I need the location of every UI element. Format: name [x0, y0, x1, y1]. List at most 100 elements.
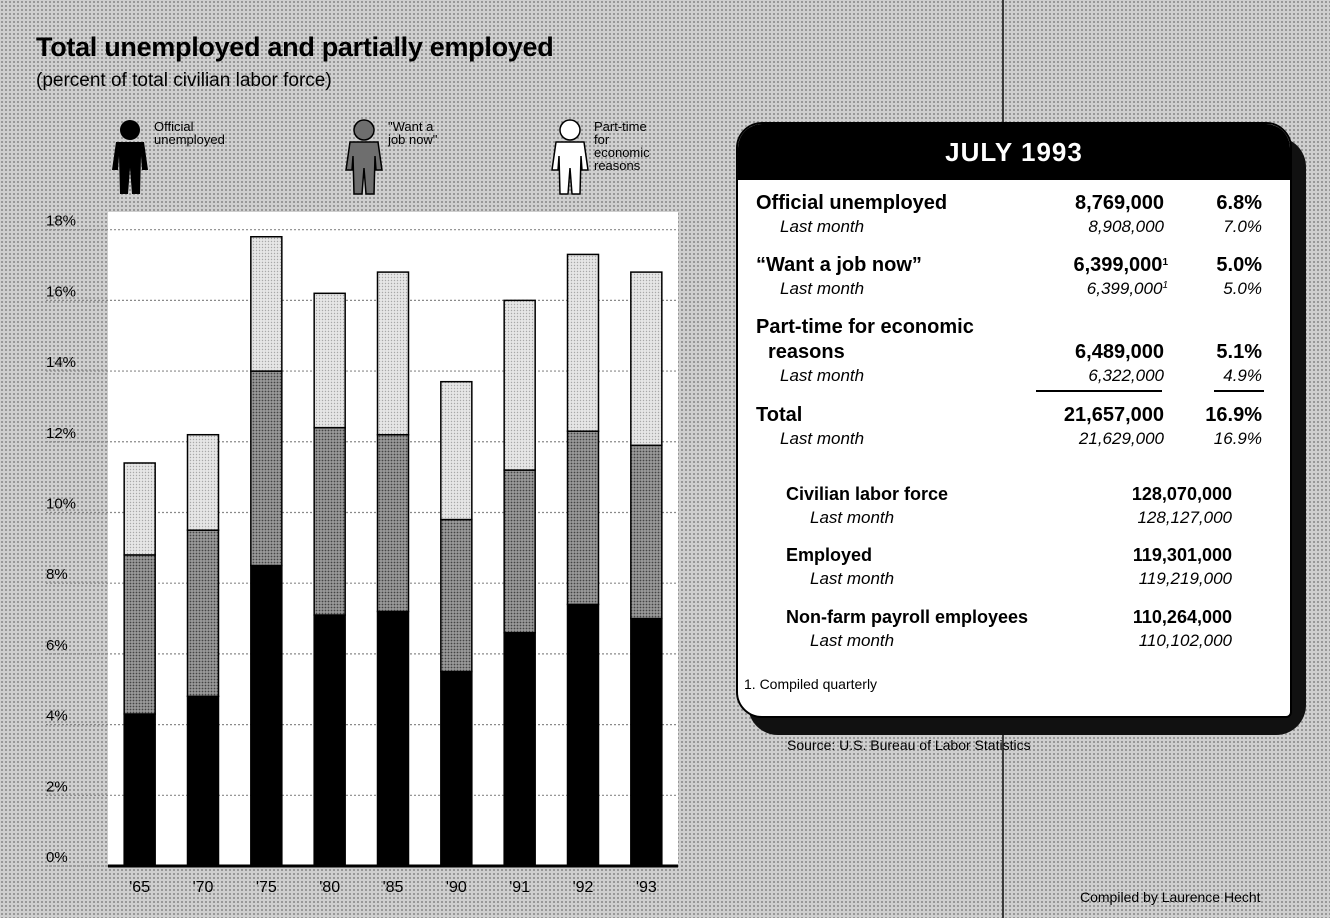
- person-black-icon: [112, 120, 148, 194]
- x-tick-label: '80: [319, 879, 340, 896]
- legend-item-official-unemployed: Official unemployed: [110, 116, 225, 196]
- row-want-job-value: 6,399,0001: [1073, 254, 1168, 276]
- legend-item-want-a-job-now: "Want a job now": [344, 116, 437, 196]
- row-part-time-lastmonth-value: 6,322,000: [1088, 366, 1164, 385]
- bar-segment-official-unemployed: [503, 631, 536, 867]
- credit-note: Compiled by Laurence Hecht: [1080, 889, 1261, 905]
- bar-segment-want-a-job-now: [376, 433, 410, 613]
- bar-segment-want-a-job-now: [440, 518, 473, 673]
- x-tick-label: '90: [446, 879, 467, 896]
- x-tick-label: '65: [129, 879, 150, 896]
- row-official-unemployed-lastmonth-label: Last month: [780, 217, 865, 236]
- row-part-time-pct: 5.1%: [1216, 341, 1262, 363]
- bar-segment-want-a-job-now: [186, 529, 220, 698]
- row-total-lastmonth-pct: 16.9%: [1213, 429, 1262, 448]
- y-tick-label: 2%: [46, 778, 68, 795]
- row-non-farm-payroll-value: 110,264,000: [1132, 607, 1232, 627]
- row-civilian-labor-force-label: Civilian labor force: [786, 484, 949, 504]
- bar-segment-official-unemployed: [313, 614, 346, 867]
- row-part-time-label-line2: reasons: [768, 341, 845, 363]
- july-1993-table: JULY 1993 Official unemployed 8,769,000 …: [736, 122, 1292, 718]
- row-total-lastmonth-value: 21,629,000: [1078, 429, 1164, 448]
- row-want-job-label: “Want a job now”: [756, 254, 922, 276]
- bar-segment-part-time: [376, 271, 410, 436]
- bar-segment-want-a-job-now: [123, 554, 156, 715]
- row-civilian-labor-force-lastmonth-label: Last month: [810, 508, 895, 527]
- bar-segment-want-a-job-now: [503, 469, 536, 634]
- table-header: JULY 1993: [738, 124, 1290, 180]
- row-total-lastmonth-label: Last month: [780, 429, 865, 448]
- row-want-job-pct: 5.0%: [1216, 254, 1262, 276]
- legend-label-official-unemployed: Official unemployed: [154, 119, 225, 147]
- row-total-pct: 16.9%: [1205, 404, 1262, 426]
- y-tick-label: 12%: [46, 425, 76, 442]
- stacked-bar-chart: 0% 2% 4% 6% 8% 10% 12% 14% 16% 18% '65 '70 '75 '80 '8…: [46, 212, 678, 896]
- row-official-unemployed-pct: 6.8%: [1216, 192, 1262, 214]
- bar-segment-official-unemployed: [440, 670, 473, 867]
- row-official-unemployed-value: 8,769,000: [1075, 192, 1164, 214]
- row-non-farm-payroll-label: Non-farm payroll employees: [786, 607, 1029, 627]
- bar-segment-official-unemployed: [376, 610, 410, 867]
- y-tick-label: 16%: [46, 283, 76, 300]
- row-total-label: Total: [756, 404, 803, 426]
- row-part-time-lastmonth-pct: 4.9%: [1223, 366, 1262, 385]
- row-employed-label: Employed: [786, 545, 873, 565]
- bar-segment-official-unemployed: [566, 603, 600, 867]
- row-civilian-labor-force-value: 128,070,000: [1131, 484, 1232, 504]
- bar-segment-want-a-job-now: [313, 426, 346, 616]
- row-non-farm-payroll-lastmonth-label: Last month: [810, 631, 895, 650]
- bar-segment-part-time: [566, 253, 600, 432]
- chart-title: Total unemployed and partially employed: [36, 32, 554, 62]
- bar-segment-official-unemployed: [123, 713, 156, 867]
- row-official-unemployed-lastmonth-value: 8,908,000: [1088, 217, 1164, 236]
- row-total-value: 21,657,000: [1063, 404, 1164, 426]
- bar-segment-part-time: [630, 271, 663, 447]
- bar-segment-part-time: [250, 235, 283, 372]
- row-employed-lastmonth-value: 119,219,000: [1138, 569, 1232, 588]
- row-want-job-lastmonth-value: 6,399,0001: [1086, 279, 1168, 298]
- legend-label-part-time: Part-time for economic reasons: [594, 119, 650, 173]
- chart-subtitle: (percent of total civilian labor force): [36, 70, 332, 91]
- x-tick-label: '70: [193, 879, 214, 896]
- person-gray-icon: [345, 119, 383, 195]
- x-tick-label: '91: [509, 879, 530, 896]
- bar-segment-official-unemployed: [186, 695, 220, 867]
- row-part-time-lastmonth-label: Last month: [780, 366, 865, 385]
- bar-segment-official-unemployed: [630, 617, 663, 867]
- row-employed-lastmonth-label: Last month: [810, 569, 895, 588]
- y-tick-label: 6%: [46, 637, 68, 654]
- row-part-time-value: 6,489,000: [1075, 341, 1164, 363]
- y-tick-label: 14%: [46, 354, 76, 371]
- legend-label-want-a-job-now: "Want a job now": [388, 119, 438, 147]
- bar-segment-official-unemployed: [250, 564, 283, 867]
- bar-segment-part-time: [123, 462, 156, 556]
- bar-segment-part-time: [503, 299, 536, 471]
- row-official-unemployed-lastmonth-pct: 7.0%: [1223, 217, 1262, 236]
- y-tick-label: 0%: [46, 849, 68, 866]
- bar-segment-want-a-job-now: [630, 444, 663, 620]
- bar-segment-part-time: [313, 292, 346, 429]
- bar-segment-part-time: [440, 380, 473, 521]
- y-tick-label: 18%: [46, 213, 76, 230]
- person-outline-icon: [551, 119, 589, 195]
- legend-item-part-time: Part-time for economic reasons: [550, 116, 650, 196]
- total-underline-pct: [1214, 390, 1264, 392]
- row-part-time-label-line1: Part-time for economic: [756, 316, 974, 338]
- y-tick-label: 4%: [46, 708, 68, 725]
- footnote: 1. Compiled quarterly: [744, 676, 878, 692]
- x-tick-label: '92: [573, 879, 594, 896]
- total-underline-value: [1036, 390, 1162, 392]
- x-tick-label: '93: [636, 879, 657, 896]
- bar-segment-want-a-job-now: [566, 430, 600, 606]
- row-employed-value: 119,301,000: [1132, 545, 1232, 565]
- x-tick-label: '85: [383, 879, 404, 896]
- row-non-farm-payroll-lastmonth-value: 110,102,000: [1138, 631, 1232, 650]
- y-tick-label: 8%: [46, 566, 68, 583]
- y-tick-label: 10%: [46, 495, 76, 512]
- row-want-job-lastmonth-label: Last month: [780, 279, 865, 298]
- x-tick-label: '75: [256, 879, 277, 896]
- row-official-unemployed-label: Official unemployed: [756, 192, 948, 214]
- bar-segment-part-time: [186, 433, 220, 531]
- row-civilian-labor-force-lastmonth-value: 128,127,000: [1137, 508, 1232, 527]
- bar-segment-want-a-job-now: [250, 370, 283, 567]
